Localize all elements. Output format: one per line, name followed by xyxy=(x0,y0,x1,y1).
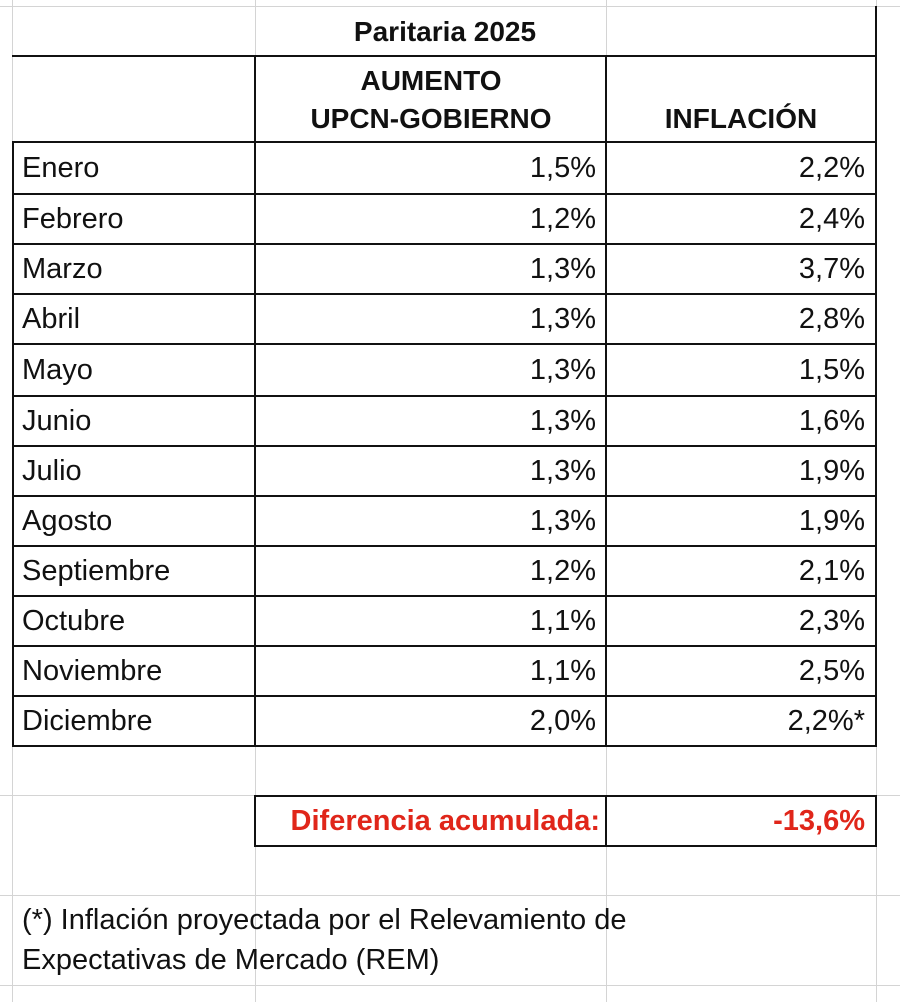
raise-cell: 1,2% xyxy=(529,554,596,587)
inflation-cell: 2,5% xyxy=(798,654,865,687)
border-line xyxy=(875,6,877,746)
raise-cell: 1,3% xyxy=(529,504,596,537)
border-line xyxy=(12,141,877,143)
border-line xyxy=(12,545,877,547)
month-cell: Febrero xyxy=(22,202,124,235)
month-cell: Noviembre xyxy=(22,654,163,687)
inflation-cell: 2,8% xyxy=(798,302,865,335)
inflation-cell: 2,2%* xyxy=(787,704,865,737)
month-cell: Mayo xyxy=(22,353,93,386)
header-inflation: INFLACIÓN xyxy=(664,103,818,134)
border-line xyxy=(12,645,877,647)
border-line xyxy=(12,695,877,697)
header-raise-line2: UPCN-GOBIERNO xyxy=(310,103,552,134)
border-line xyxy=(12,745,877,747)
border-line xyxy=(12,495,877,497)
month-cell: Octubre xyxy=(22,604,126,637)
raise-cell: 1,1% xyxy=(529,654,596,687)
month-cell: Diciembre xyxy=(22,704,153,737)
month-cell: Julio xyxy=(22,454,82,487)
raise-cell: 1,3% xyxy=(529,252,596,285)
border-line xyxy=(254,845,877,847)
border-line xyxy=(12,243,877,245)
border-line xyxy=(12,293,877,295)
raise-cell: 1,3% xyxy=(529,353,596,386)
month-cell: Junio xyxy=(22,404,92,437)
raise-cell: 1,3% xyxy=(529,404,596,437)
inflation-cell: 1,9% xyxy=(798,454,865,487)
border-line xyxy=(254,795,877,797)
inflation-cell: 2,4% xyxy=(798,202,865,235)
inflation-cell: 1,5% xyxy=(798,353,865,386)
footnote: (*) Inflación proyectada por el Relevami… xyxy=(22,904,627,976)
month-cell: Abril xyxy=(22,302,81,335)
border-line xyxy=(605,55,607,746)
difference-value: -13,6% xyxy=(773,804,865,837)
table-title: Paritaria 2025 xyxy=(353,16,537,47)
raise-cell: 1,2% xyxy=(529,202,596,235)
inflation-cell: 2,1% xyxy=(798,554,865,587)
grid-line xyxy=(0,6,900,7)
grid-line xyxy=(0,985,900,986)
month-cell: Marzo xyxy=(22,252,103,285)
inflation-cell: 1,6% xyxy=(798,404,865,437)
header-raise-line1: AUMENTO xyxy=(360,65,502,96)
raise-cell: 1,5% xyxy=(529,151,596,184)
border-line xyxy=(12,595,877,597)
border-line xyxy=(12,395,877,397)
inflation-cell: 1,9% xyxy=(798,504,865,537)
inflation-cell: 3,7% xyxy=(798,252,865,285)
border-line xyxy=(254,795,256,847)
inflation-cell: 2,3% xyxy=(798,604,865,637)
border-line xyxy=(12,445,877,447)
raise-cell: 2,0% xyxy=(529,704,596,737)
inflation-cell: 2,2% xyxy=(798,151,865,184)
border-line xyxy=(12,55,877,57)
border-line xyxy=(12,193,877,195)
raise-cell: 1,3% xyxy=(529,454,596,487)
grid-line xyxy=(0,895,900,896)
month-cell: Enero xyxy=(22,151,100,184)
header-raise: AUMENTO UPCN-GOBIERNO xyxy=(256,58,606,142)
border-line xyxy=(875,795,877,847)
month-cell: Agosto xyxy=(22,504,113,537)
border-line xyxy=(254,55,256,746)
border-line xyxy=(605,795,607,847)
raise-cell: 1,3% xyxy=(529,302,596,335)
border-line xyxy=(12,343,877,345)
raise-cell: 1,1% xyxy=(529,604,596,637)
month-cell: Septiembre xyxy=(22,554,171,587)
border-line xyxy=(12,141,14,746)
difference-label: Diferencia acumulada: xyxy=(290,804,600,837)
